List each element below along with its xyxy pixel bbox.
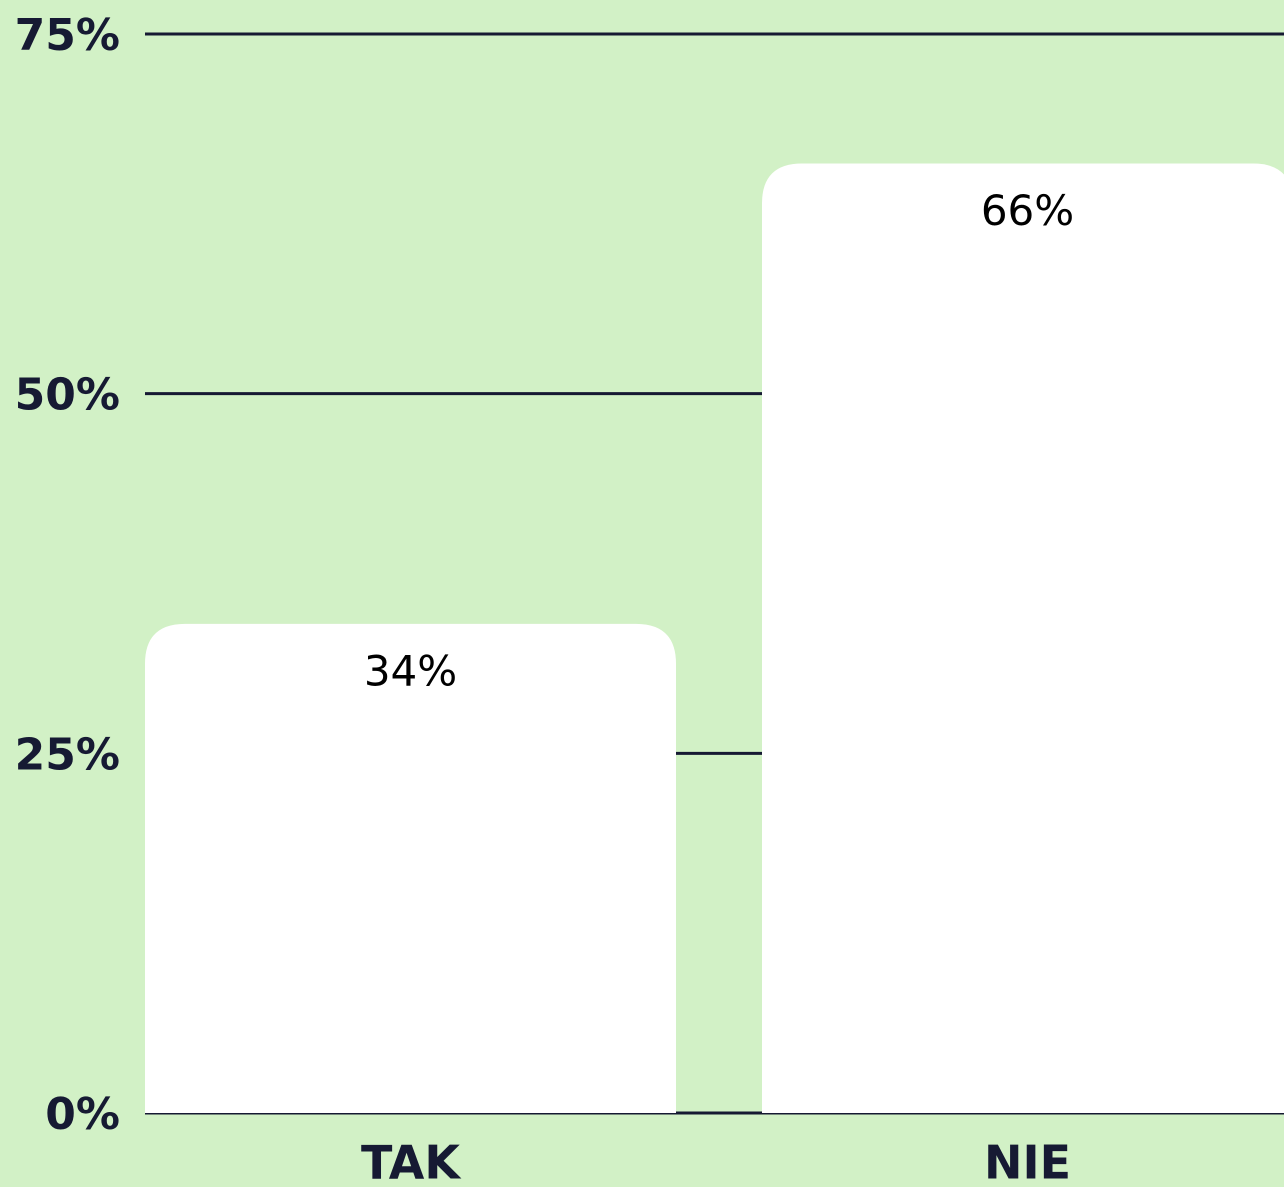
bar: [762, 163, 1284, 1113]
x-tick-label: NIE: [984, 1136, 1071, 1187]
y-tick-label: 50%: [15, 370, 120, 421]
value-label: 66%: [981, 186, 1074, 235]
y-tick-label: 25%: [15, 729, 120, 780]
y-tick-label: 0%: [45, 1089, 120, 1140]
value-label: 34%: [364, 646, 457, 695]
y-tick-label: 75%: [15, 10, 120, 61]
x-tick-label: TAK: [361, 1136, 462, 1187]
bar: [145, 623, 676, 1113]
